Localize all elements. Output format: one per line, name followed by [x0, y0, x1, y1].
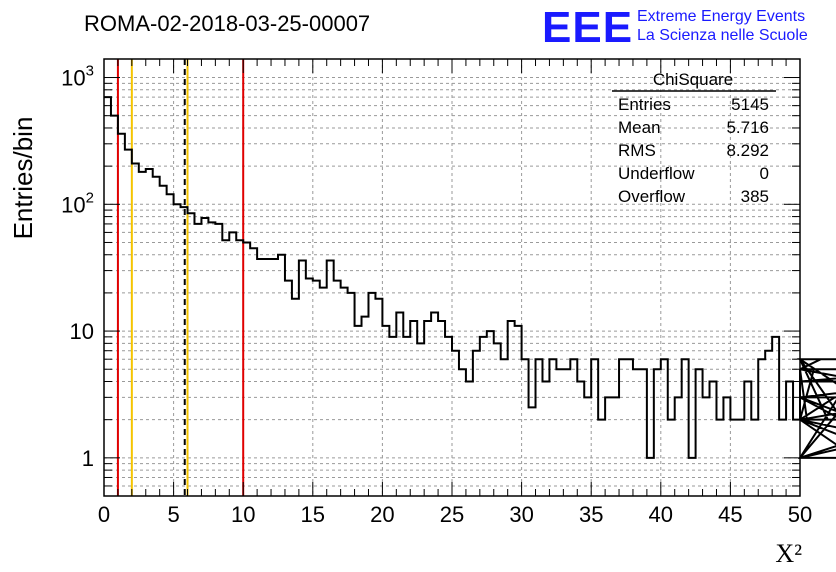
x-tick-label: 50	[788, 502, 812, 527]
y-tick-label: 102	[61, 189, 94, 217]
stats-label: Overflow	[618, 187, 686, 206]
stats-value: 0	[760, 164, 769, 183]
axis-ticks	[103, 59, 801, 497]
x-tick-label: 25	[440, 502, 464, 527]
x-tick-label: 15	[301, 502, 325, 527]
y-tick-label-exponent: 3	[86, 63, 94, 80]
x-tick-label: 20	[370, 502, 394, 527]
x-tick-label: 10	[231, 502, 255, 527]
chart-title: ROMA-02-2018-03-25-00007	[84, 11, 370, 36]
brand-line-1: Extreme Energy Events	[637, 8, 805, 25]
stats-label: RMS	[618, 141, 656, 160]
stats-value: 5.716	[726, 118, 769, 137]
stats-value: 5145	[731, 95, 769, 114]
y-tick-label-base: 10	[61, 66, 85, 91]
stats-label: Underflow	[618, 164, 695, 183]
stats-label: Mean	[618, 118, 661, 137]
eee-logo-text: EEE	[542, 3, 633, 52]
stats-label: Entries	[618, 95, 671, 114]
brand-line-2: La Scienza nelle Scuole	[637, 27, 808, 44]
y-tick-label: 1	[82, 446, 94, 471]
histogram-series	[104, 96, 836, 459]
eee-logo: EEE Extreme Energy Events La Scienza nel…	[542, 3, 808, 52]
y-tick-label: 10	[70, 319, 94, 344]
x-axis-title: X²	[775, 539, 802, 568]
stats-box: ChiSquare Entries 5145 Mean 5.716 RMS 8.292 Un…	[612, 70, 776, 206]
y-tick-label-exponent: 2	[86, 189, 94, 206]
x-tick-label: 45	[718, 502, 742, 527]
stats-value: 385	[741, 187, 769, 206]
x-axis-tick-labels: 0 5 10 15 20 25 30 35 40 45 50	[98, 502, 812, 527]
x-tick-label: 30	[509, 502, 533, 527]
stats-name: ChiSquare	[653, 70, 733, 89]
x-tick-label: 5	[167, 502, 179, 527]
x-tick-label: 35	[579, 502, 603, 527]
stats-value: 8.292	[726, 141, 769, 160]
x-tick-label: 40	[649, 502, 673, 527]
reference-lines	[116, 59, 245, 496]
x-tick-label: 0	[98, 502, 110, 527]
y-tick-label-base: 10	[61, 192, 85, 217]
y-axis-title: Entries/bin	[8, 117, 38, 240]
y-tick-label: 103	[61, 63, 94, 91]
